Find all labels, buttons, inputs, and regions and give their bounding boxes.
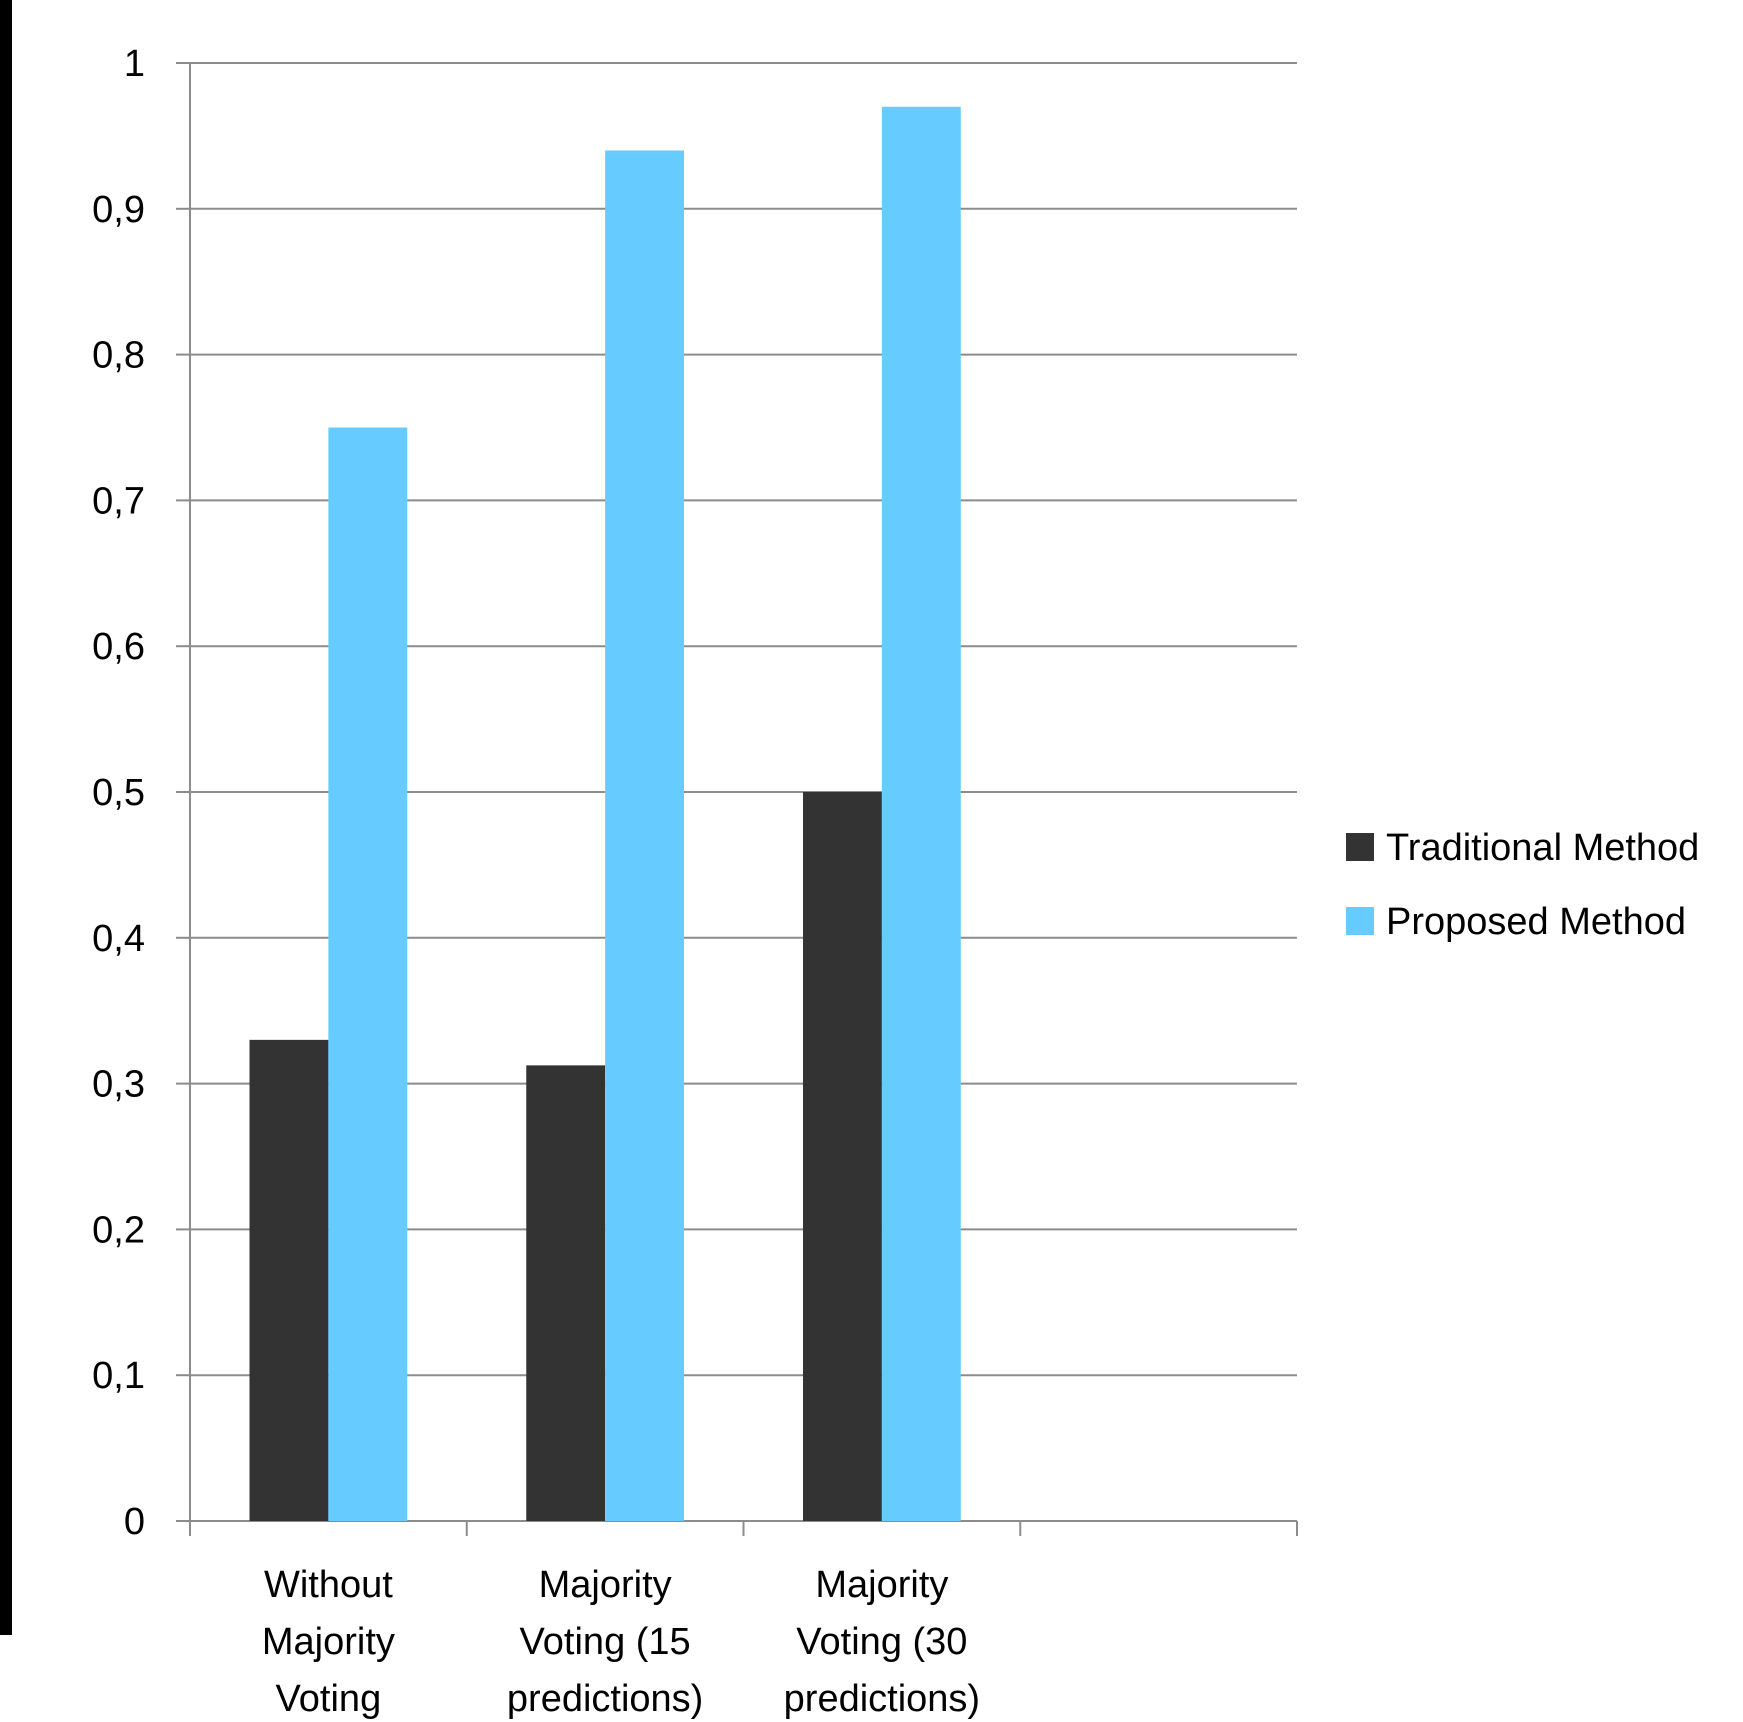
bar-traditional-method [249,1039,329,1521]
y-tick-label: 0,9 [92,189,145,231]
y-tick-label: 0,7 [92,480,145,522]
bars [249,106,961,1522]
y-tick-label: 0,6 [92,626,145,668]
bar-traditional-method [526,1065,606,1521]
y-tick-label: 0,5 [92,772,145,814]
y-tick-label: 0,3 [92,1064,145,1106]
bar-proposed-method [881,106,961,1522]
gridlines [190,62,1297,1377]
x-category-label: Without Majority Voting [262,1564,395,1720]
bar-proposed-method [605,150,684,1522]
bar-proposed-method [328,427,408,1521]
legend-swatch [1346,833,1374,861]
legend-label: Proposed Method [1386,901,1686,943]
y-tick-label: 0,8 [92,335,145,377]
legend: Traditional Method Proposed Method [1346,827,1699,943]
left-edge-bar [0,0,12,1635]
legend-swatch [1346,907,1374,935]
y-axis-tick-labels: 0 0,1 0,2 0,3 0,4 0,5 0,6 0,7 0,8 0,9 1 [92,43,145,1543]
y-tick-label: 0,2 [92,1209,145,1251]
bar-traditional-method [803,792,882,1521]
x-category-label: Majority Voting (15 predictions) [507,1564,703,1720]
x-category-label: Majority Voting (30 predictions) [784,1564,980,1720]
y-tick-label: 1 [124,43,145,85]
legend-label: Traditional Method [1386,827,1699,869]
x-axis-tick-labels: Without Majority Voting Majority Voting (15 p… [262,1564,980,1720]
y-tick-label: 0,1 [92,1355,145,1397]
y-tick-label: 0 [124,1501,145,1543]
y-tick-label: 0,4 [92,918,145,960]
